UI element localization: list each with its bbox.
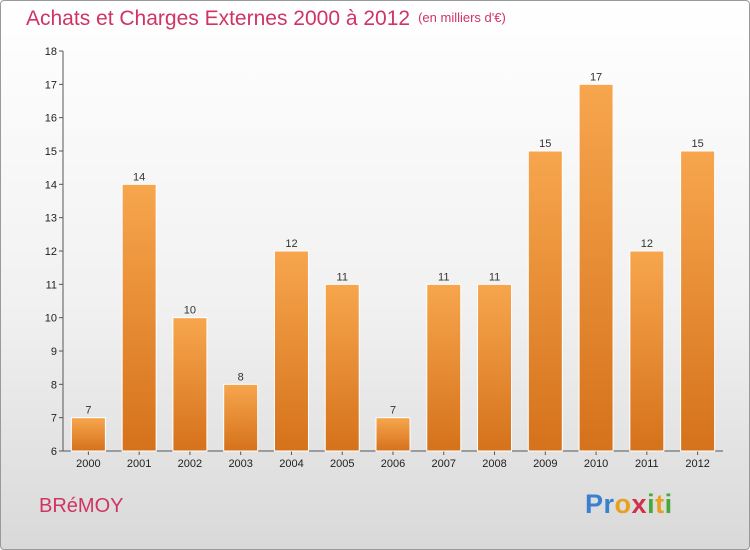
x-tick-label: 2009 <box>533 458 557 470</box>
y-tick-label: 16 <box>45 113 57 125</box>
data-label: 11 <box>489 271 500 283</box>
x-tick-label: 2010 <box>584 458 608 470</box>
x-tick-label: 2012 <box>685 458 709 470</box>
bar <box>172 317 208 452</box>
data-label: 11 <box>337 271 348 283</box>
x-tick-label: 2008 <box>482 458 506 470</box>
data-label: 12 <box>641 238 653 250</box>
x-tick-label: 2004 <box>279 458 303 470</box>
chart-title: Achats et Charges Externes 2000 à 2012 (e… <box>26 7 506 31</box>
y-tick-label: 11 <box>46 279 57 291</box>
y-tick-label: 9 <box>51 346 57 358</box>
x-tick-label: 2011 <box>635 458 659 470</box>
y-tick-label: 15 <box>45 146 57 158</box>
chart-subtitle: (en milliers d'€) <box>418 10 506 25</box>
data-label: 17 <box>590 71 602 83</box>
data-label: 12 <box>285 238 297 250</box>
bar <box>426 283 462 452</box>
y-tick-label: 13 <box>45 213 57 225</box>
y-tick-label: 14 <box>45 179 57 191</box>
town-name: BRéMOY <box>39 495 124 517</box>
x-tick-label: 2000 <box>76 458 100 470</box>
logo-letter: o <box>614 489 632 519</box>
bar <box>578 83 614 452</box>
data-label: 7 <box>85 405 91 417</box>
y-tick-label: 10 <box>45 313 57 325</box>
bar <box>375 417 411 452</box>
y-tick-label: 18 <box>45 46 57 58</box>
bar <box>324 283 360 452</box>
chart-title-text: Achats et Charges Externes 2000 à 2012 <box>26 7 411 30</box>
logo-letter: x <box>631 489 648 519</box>
bar <box>121 183 157 452</box>
x-tick-label: 2001 <box>127 458 151 470</box>
x-tick-label: 2003 <box>228 458 252 470</box>
data-label: 10 <box>184 305 196 317</box>
data-label: 15 <box>691 138 703 150</box>
x-tick-label: 2002 <box>178 458 202 470</box>
bar <box>680 150 716 452</box>
y-tick-label: 17 <box>45 79 57 91</box>
bar <box>527 150 563 452</box>
data-label: 15 <box>539 138 551 150</box>
data-label: 8 <box>238 371 244 383</box>
logo-letter: r <box>603 489 615 519</box>
bar <box>273 250 309 452</box>
y-tick-label: 12 <box>45 246 57 258</box>
x-tick-label: 2005 <box>330 458 354 470</box>
x-tick-label: 2006 <box>381 458 405 470</box>
logo-letter: i <box>647 489 656 519</box>
bar <box>477 283 513 452</box>
y-tick-label: 6 <box>51 446 57 458</box>
logo-letter: t <box>655 489 665 519</box>
y-tick-label: 8 <box>51 379 57 391</box>
data-label: 7 <box>390 405 396 417</box>
logo-letter: P <box>585 489 604 519</box>
x-tick-label: 2007 <box>432 458 456 470</box>
bar <box>70 417 106 452</box>
bar <box>223 383 259 452</box>
y-tick-label: 7 <box>51 413 57 425</box>
logo-letter: i <box>664 489 673 519</box>
proxiti-logo[interactable]: Proxiti <box>585 489 673 520</box>
data-label: 14 <box>133 171 145 183</box>
data-label: 11 <box>438 271 449 283</box>
bar <box>629 250 665 452</box>
